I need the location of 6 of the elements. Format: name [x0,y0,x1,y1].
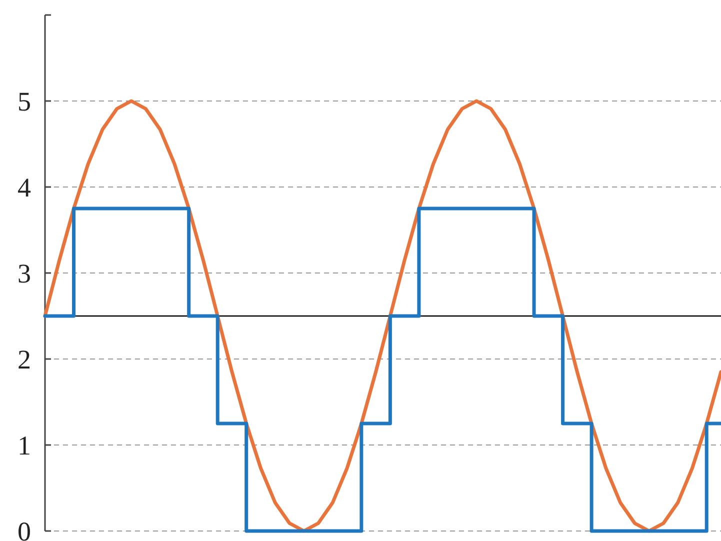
y-tick-label: 3 [18,258,31,288]
y-tick-label: 2 [18,344,31,374]
y-tick-label: 5 [18,86,31,116]
y-tick-label: 4 [18,172,32,202]
y-tick-label: 0 [18,516,31,541]
y-tick-label: 1 [18,430,31,460]
